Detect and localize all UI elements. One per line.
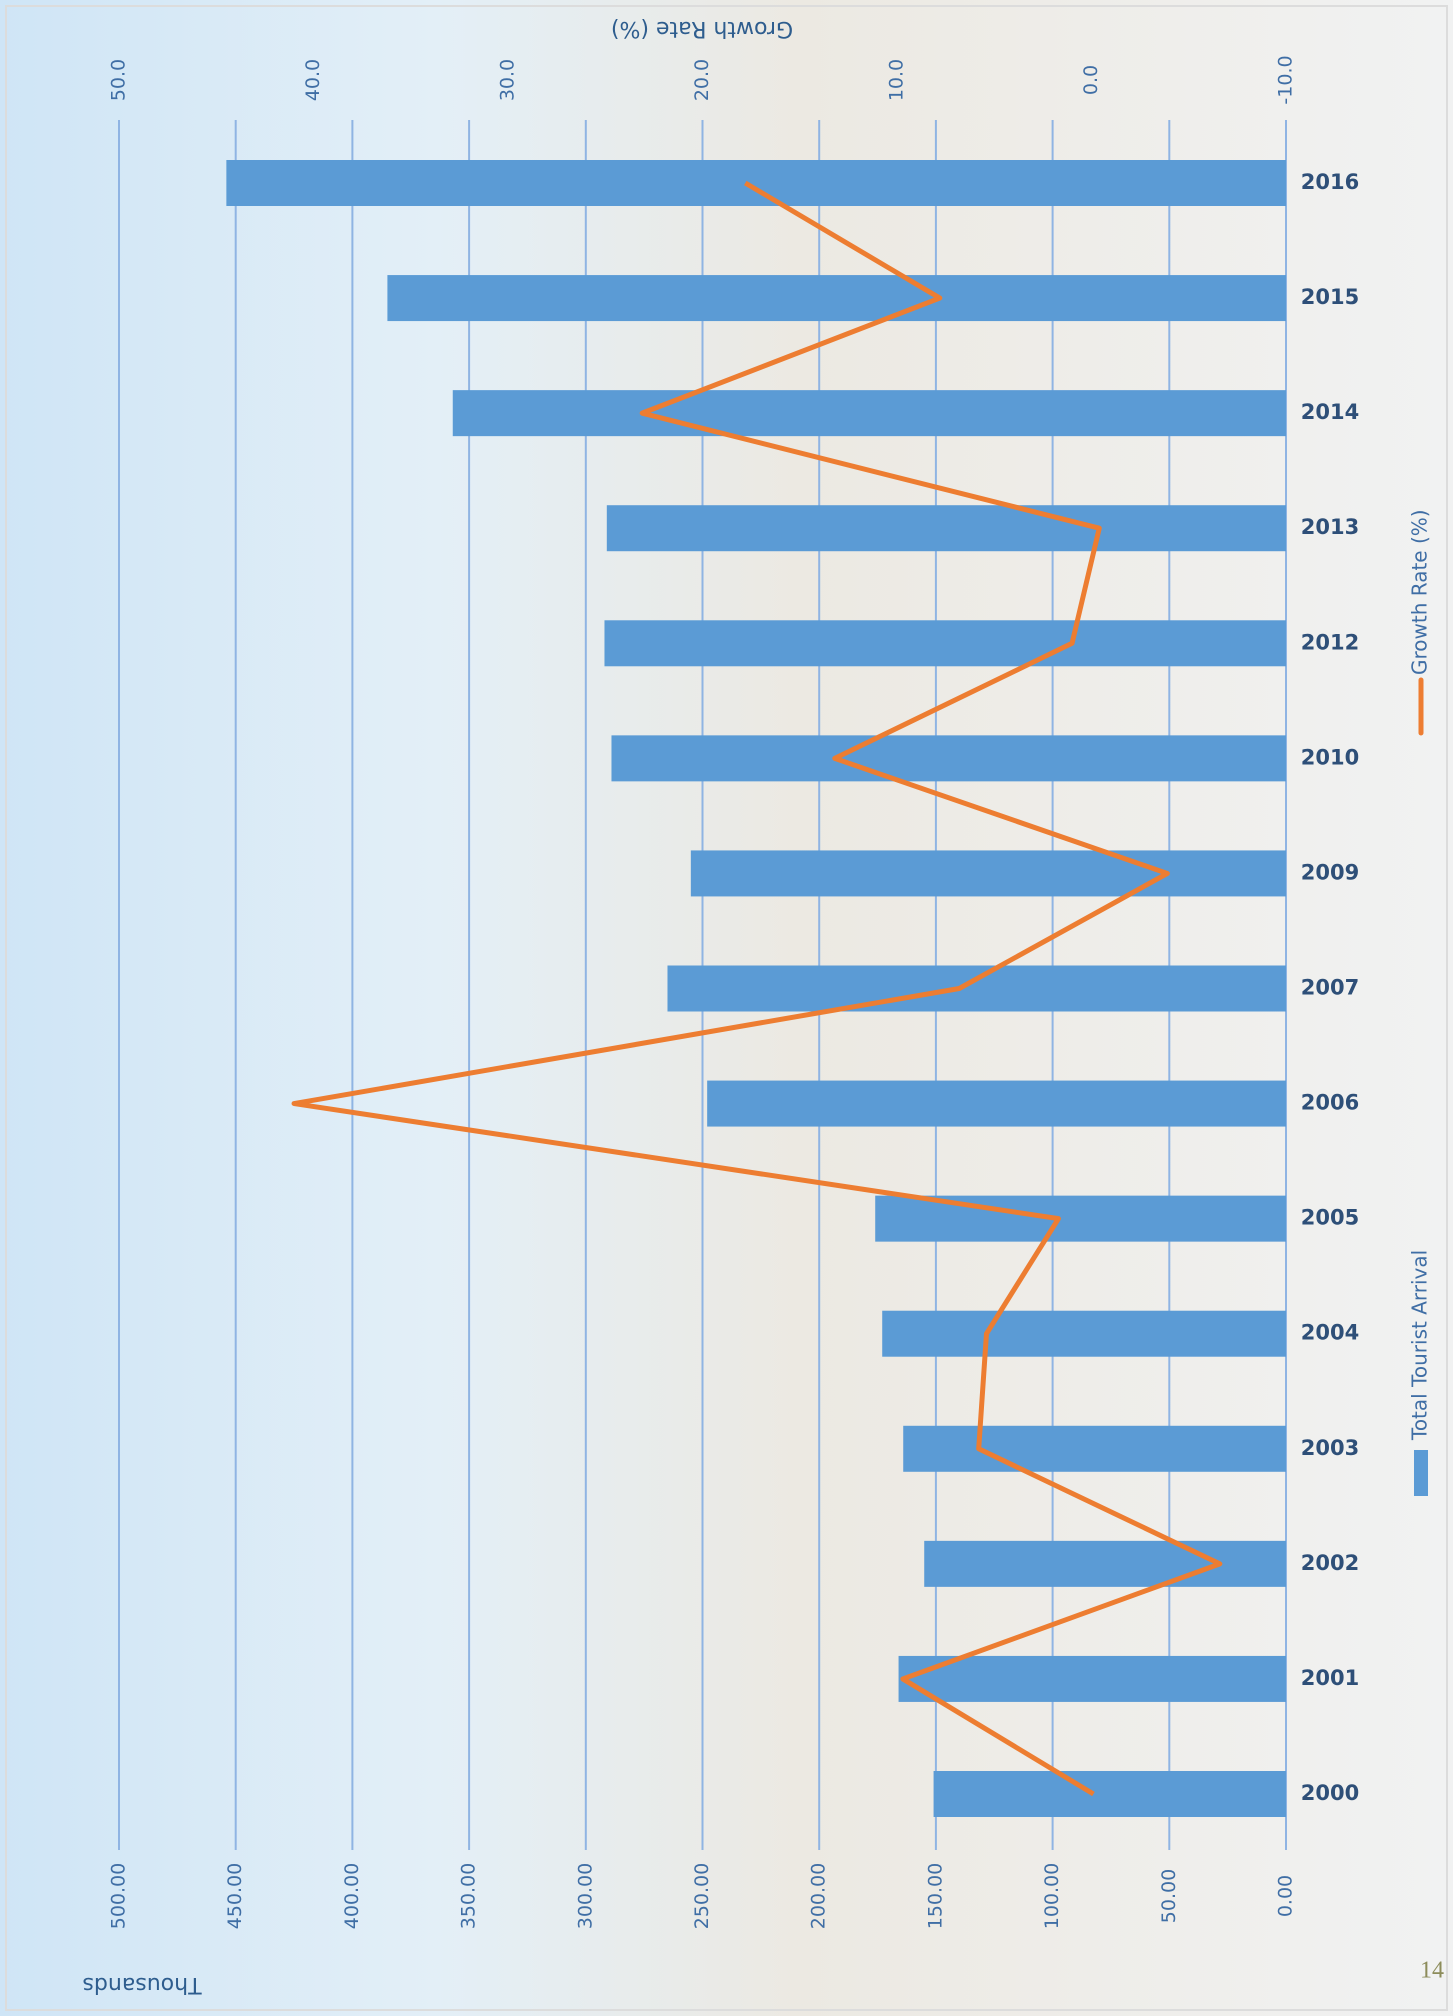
slide-border — [5, 5, 1448, 2011]
x-tick-label: 2012 — [1301, 630, 1359, 654]
y-tick-label: 150.00 — [924, 1863, 946, 1929]
x-tick-label: 2000 — [1301, 1781, 1359, 1805]
bar — [707, 1080, 1286, 1127]
bar — [387, 275, 1286, 322]
growth-line — [291, 180, 1223, 1797]
y-tick-label: 100.00 — [1041, 1863, 1063, 1929]
y-tick-label: 200.00 — [808, 1863, 830, 1929]
x-tick-label: 2005 — [1301, 1206, 1359, 1230]
x-tick-label: 2010 — [1301, 745, 1359, 769]
bar — [882, 1310, 1286, 1357]
legend-label: Total Tourist Arrival — [1408, 1250, 1432, 1441]
x-tick-label: 2002 — [1301, 1551, 1359, 1575]
bar — [606, 505, 1286, 552]
x-tick-label: 2013 — [1301, 515, 1359, 539]
x-tick-label: 2015 — [1301, 285, 1359, 309]
y-tick-label: 250.00 — [691, 1863, 713, 1929]
y2-axis-title: Growth Rate (%) — [611, 16, 793, 41]
bar — [604, 620, 1286, 667]
x-tick-label: 2004 — [1301, 1321, 1359, 1345]
y-tick-label: 350.00 — [458, 1863, 480, 1929]
y2-tick-label: 30.0 — [497, 59, 519, 101]
y-axis-title: Thousands — [82, 1972, 202, 1997]
bar — [933, 1771, 1286, 1817]
page-number: 14 — [1420, 1958, 1444, 1984]
y2-tick-label: 40.0 — [302, 59, 324, 101]
x-tick-label: 2003 — [1301, 1436, 1359, 1460]
bar — [690, 850, 1286, 897]
legend-label: Growth Rate (%) — [1408, 509, 1432, 675]
y-tick-label: 50.00 — [1158, 1869, 1180, 1923]
y-tick-label: 400.00 — [341, 1863, 363, 1929]
x-tick-label: 2001 — [1301, 1666, 1359, 1690]
bar — [924, 1540, 1286, 1587]
x-tick-label: 2016 — [1301, 170, 1359, 194]
y2-tick-label: 20.0 — [691, 59, 713, 101]
bar — [898, 1655, 1286, 1702]
y-tick-label: 300.00 — [574, 1863, 596, 1929]
x-tick-label: 2014 — [1301, 400, 1359, 424]
y-tick-label: 0.00 — [1275, 1875, 1297, 1917]
bar — [611, 735, 1286, 782]
x-tick-label: 2009 — [1301, 860, 1359, 884]
x-tick-label: 2007 — [1301, 976, 1359, 1000]
legend-swatch — [1414, 1450, 1428, 1496]
bar — [452, 390, 1287, 437]
y2-tick-label: 0.0 — [1080, 65, 1102, 95]
bar — [903, 1425, 1286, 1472]
bar — [667, 965, 1286, 1012]
y2-tick-label: 10.0 — [886, 59, 908, 101]
y2-tick-label: 50.0 — [108, 59, 130, 101]
y2-tick-label: -10.0 — [1275, 55, 1297, 104]
x-tick-label: 2006 — [1301, 1091, 1359, 1115]
y-tick-label: 500.00 — [108, 1863, 130, 1929]
y-tick-label: 450.00 — [224, 1863, 246, 1929]
bar — [226, 160, 1286, 206]
